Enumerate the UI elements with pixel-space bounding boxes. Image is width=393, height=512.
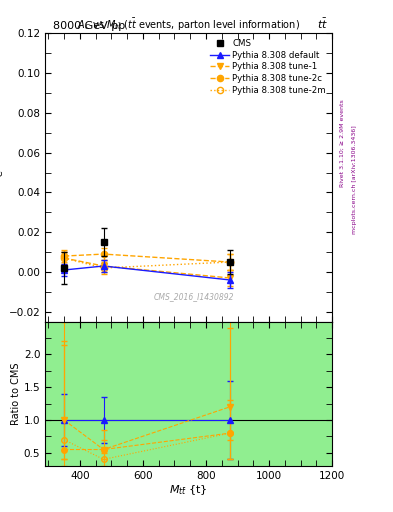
Y-axis label: $A_C$: $A_C$: [0, 169, 6, 186]
Legend: CMS, Pythia 8.308 default, Pythia 8.308 tune-1, Pythia 8.308 tune-2c, Pythia 8.3: CMS, Pythia 8.308 default, Pythia 8.308 …: [208, 37, 328, 96]
Text: Rivet 3.1.10; ≥ 2.9M events: Rivet 3.1.10; ≥ 2.9M events: [340, 99, 345, 187]
Text: CMS_2016_I1430892: CMS_2016_I1430892: [154, 292, 235, 302]
Text: mcplots.cern.ch [arXiv:1306.3436]: mcplots.cern.ch [arXiv:1306.3436]: [352, 125, 357, 233]
Text: $t\bar{t}$: $t\bar{t}$: [317, 16, 328, 31]
Y-axis label: Ratio to CMS: Ratio to CMS: [11, 362, 21, 425]
Text: 8000 GeV pp: 8000 GeV pp: [53, 20, 125, 31]
Title: $A_C$ vs $M_{t\bar{t}}$ ($t\bar{t}$ events, parton level information): $A_C$ vs $M_{t\bar{t}}$ ($t\bar{t}$ even…: [77, 17, 300, 33]
X-axis label: $M_{t\bar{t}}$ {t}: $M_{t\bar{t}}$ {t}: [169, 483, 208, 497]
